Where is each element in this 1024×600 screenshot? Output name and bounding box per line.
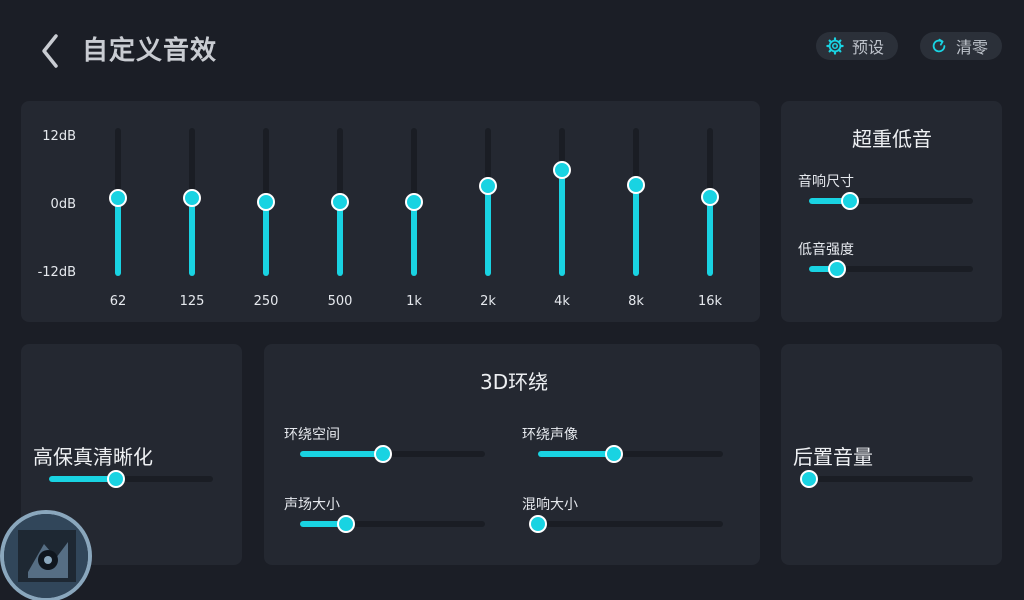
eq-band-500[interactable] [320,128,360,276]
eq-freq-label: 62 [109,294,127,309]
surround-image-slider[interactable] [538,445,723,463]
eq-knob[interactable] [257,193,275,211]
eq-fill [337,202,343,276]
eq-knob[interactable] [701,188,719,207]
avatar[interactable] [0,510,92,600]
slider-fill [809,198,850,204]
eq-knob[interactable] [553,160,571,179]
speaker-size-slider[interactable] [809,192,973,210]
slider-track [538,521,723,527]
surround-image-label: 环绕声像 [522,427,578,443]
eq-fill [633,184,639,276]
surround-title: 3D环绕 [480,370,549,394]
hifi-title: 高保真清晰化 [33,445,153,469]
slider-track [538,451,723,457]
chevron-left-icon [42,34,58,68]
slider-knob[interactable] [604,445,623,463]
eq-freq-label: 16k [697,294,723,309]
slider-fill [49,476,117,482]
eq-freq-label: 125 [179,294,205,309]
db-label-top: 12dB [42,129,76,144]
reset-label: 清零 [956,38,989,57]
eq-freq-label: 8k [628,294,644,309]
speaker-size-label: 音响尺寸 [798,174,854,190]
bass-title: 超重低音 [852,127,932,151]
album-art-icon [4,514,88,598]
top-bar: 自定义音效 预设 清零 [0,0,1024,100]
db-label-bottom: -12dB [37,265,76,280]
slider-track [809,266,973,272]
eq-band-16k[interactable] [690,128,730,276]
soundstage-size-label: 声场大小 [284,497,340,513]
refresh-icon [932,38,946,53]
surround-space-slider[interactable] [300,445,485,463]
rear-volume-panel [781,344,1002,565]
slider-track [809,476,973,482]
slider-knob[interactable] [107,470,126,488]
reverb-size-label: 混响大小 [522,497,578,513]
slider-knob[interactable] [337,515,356,533]
slider-track [809,198,973,204]
rear-volume-title: 后置音量 [793,445,873,469]
eq-fill [411,202,417,276]
eq-fill [263,202,269,276]
eq-band-4k[interactable] [542,128,582,276]
slider-knob[interactable] [800,470,818,488]
back-button[interactable] [36,32,66,70]
db-label-mid: 0dB [50,197,76,212]
eq-knob[interactable] [479,176,497,195]
bass-strength-slider[interactable] [809,260,973,278]
bass-strength-label: 低音强度 [798,242,854,258]
eq-fill [559,169,565,276]
eq-band-2k[interactable] [468,128,508,276]
eq-knob[interactable] [183,189,201,208]
eq-band-250[interactable] [246,128,286,276]
eq-freq-label: 4k [554,294,570,309]
slider-fill [809,266,837,272]
slider-track [49,476,213,482]
eq-band-1k[interactable] [394,128,434,276]
slider-fill [300,451,384,457]
slider-track [300,521,485,527]
eq-freq-label: 2k [480,294,496,309]
slider-knob[interactable] [374,445,393,463]
rear-volume-slider[interactable] [800,470,973,488]
page-title: 自定义音效 [82,36,218,66]
reset-button[interactable]: 清零 [920,32,1002,60]
eq-knob[interactable] [627,175,645,194]
eq-knob[interactable] [109,189,127,208]
eq-fill [485,185,491,276]
slider-fill [300,521,347,527]
preset-label: 预设 [852,38,885,57]
slider-knob[interactable] [827,260,846,278]
gear-icon [826,37,844,55]
eq-freq-label: 1k [406,294,422,309]
eq-band-8k[interactable] [616,128,656,276]
eq-fill [707,197,713,276]
eq-freq-label: 250 [253,294,279,309]
bass-panel [781,101,1002,322]
soundstage-size-slider[interactable] [300,515,485,533]
eq-fill [189,198,195,276]
slider-track [300,451,485,457]
eq-fill [115,198,121,276]
slider-knob[interactable] [529,515,547,533]
surround-space-label: 环绕空间 [284,427,340,443]
hifi-slider[interactable] [49,470,213,488]
preset-button[interactable]: 预设 [816,32,898,60]
eq-band-62[interactable] [98,128,138,276]
slider-fill [538,451,614,457]
slider-knob[interactable] [841,192,859,210]
eq-knob[interactable] [331,193,349,211]
reverb-size-slider[interactable] [529,515,723,533]
eq-knob[interactable] [405,193,423,211]
eq-band-125[interactable] [172,128,212,276]
eq-freq-label: 500 [327,294,353,309]
